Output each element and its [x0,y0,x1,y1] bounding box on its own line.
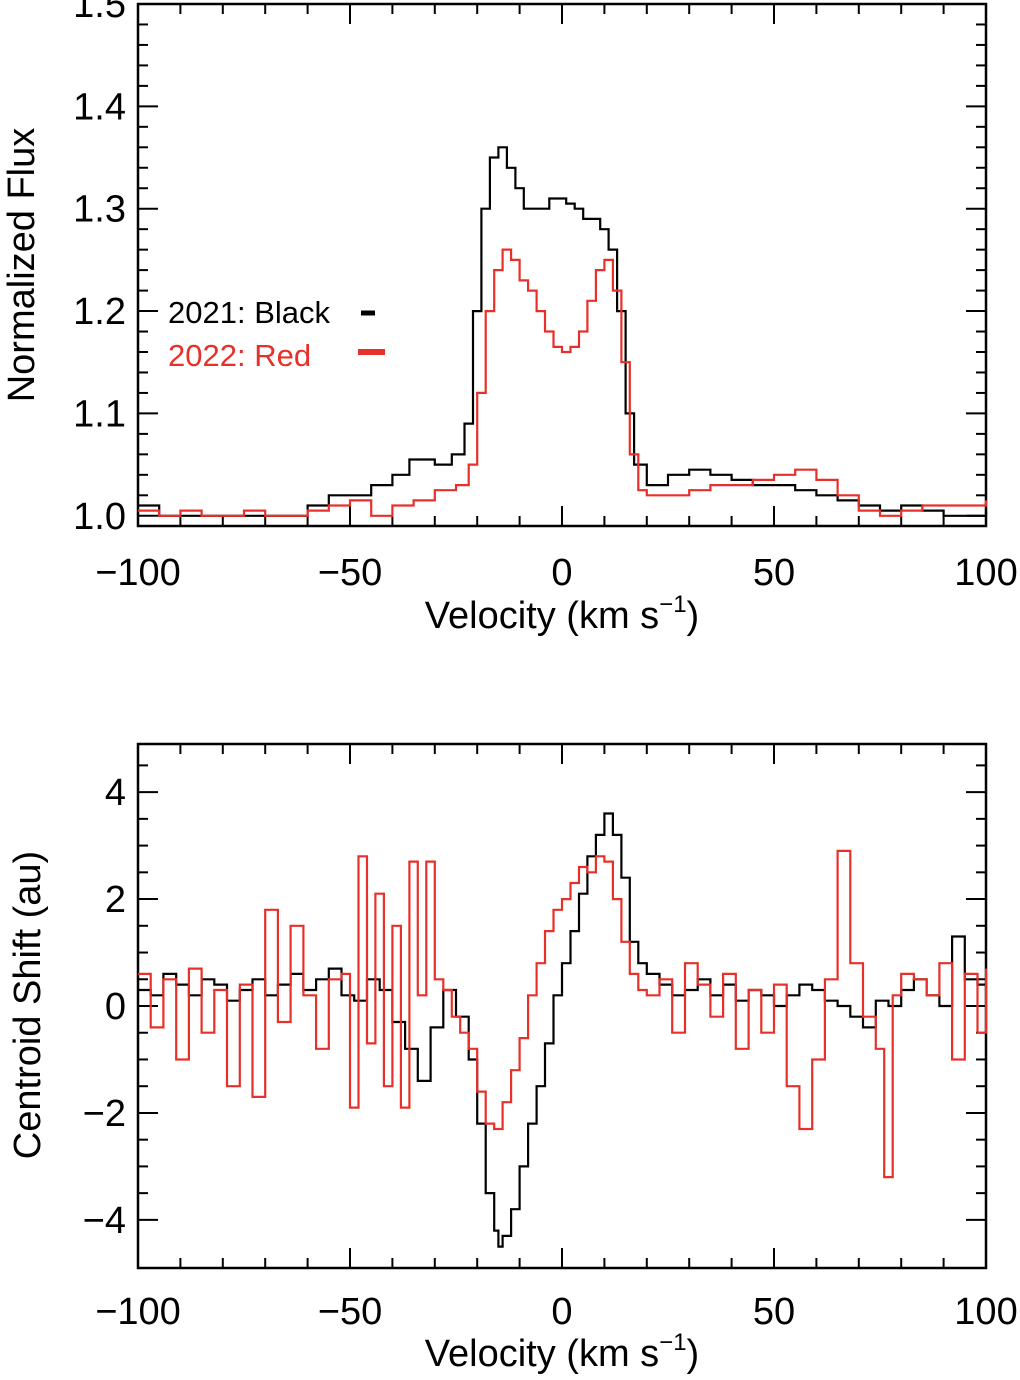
flux-tick-marks [137,3,987,526]
flux-series-2022 [138,248,988,517]
flux-x-tick-label: 100 [954,552,1017,594]
legend: 2021: Black 2022: Red [168,295,385,373]
centroid-series-2022 [138,849,988,1179]
centroid-x-tick-label: 50 [753,1291,795,1333]
flux-y-tick-label: 1.5 [73,0,126,26]
centroid-x-tick-label: 0 [551,1291,572,1333]
flux-y-axis-title: Normalized Flux [1,128,43,403]
flux-x-tick-labels: −100 −50 0 50 100 [95,552,1018,594]
centroid-y-tick-label: 4 [105,772,126,814]
flux-y-tick-labels: 1.0 1.1 1.2 1.3 1.4 1.5 [73,0,126,538]
centroid-y-tick-label: −2 [83,1093,126,1135]
centroid-y-axis-title: Centroid Shift (au) [7,851,49,1159]
centroid-series [138,812,988,1248]
centroid-x-tick-label: 100 [954,1291,1017,1333]
flux-x-tick-label: 0 [551,552,572,594]
flux-panel: −100 −50 0 50 100 1.0 1.1 1.2 1.3 1.4 1.5 Velocit… [1,0,1018,637]
centroid-y-tick-label: 2 [105,879,126,921]
flux-x-axis-title: Velocity (km s−1) [425,591,699,637]
flux-y-tick-label: 1.4 [73,86,126,128]
legend-2022-label: 2022: Red [168,338,311,373]
flux-y-tick-label: 1.0 [73,496,126,538]
flux-y-tick-label: 1.1 [73,393,126,435]
centroid-x-tick-label: −50 [318,1291,382,1333]
centroid-tick-marks [137,744,987,1268]
centroid-y-tick-labels: −4 −2 0 2 4 [83,772,126,1242]
legend-2021-label: 2021: Black [168,295,330,330]
flux-series [138,146,988,517]
centroid-x-axis-title: Velocity (km s−1) [425,1329,699,1375]
centroid-y-tick-label: 0 [105,986,126,1028]
flux-x-tick-label: −50 [318,552,382,594]
flux-x-tick-label: −100 [95,552,181,594]
flux-series-2021 [138,146,988,517]
centroid-series-2021 [138,812,986,1248]
flux-y-tick-label: 1.2 [73,291,126,333]
centroid-y-tick-label: −4 [83,1200,126,1242]
centroid-x-tick-label: −100 [95,1291,181,1333]
flux-x-tick-label: 50 [753,552,795,594]
flux-plot-frame [136,2,988,528]
flux-y-tick-label: 1.3 [73,189,126,231]
centroid-x-tick-labels: −100 −50 0 50 100 [95,1291,1018,1333]
